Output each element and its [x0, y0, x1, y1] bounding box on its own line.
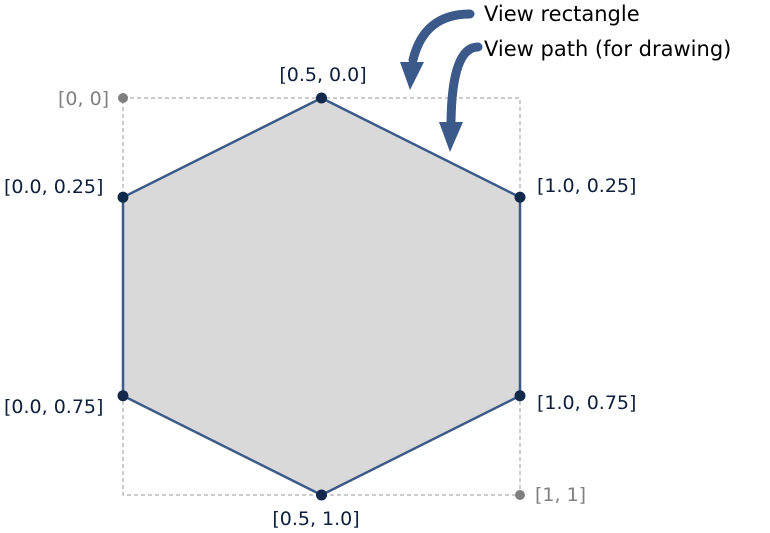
- vertex-label-top-left: [0.0, 0.25]: [4, 176, 103, 198]
- vertex-dot-2: [514, 390, 526, 402]
- vertex-label-bottom-right: [1.0, 0.75]: [537, 392, 636, 414]
- view-path-label: View path (for drawing): [484, 37, 731, 61]
- vertex-dot-4: [117, 390, 129, 402]
- corner-dot-top-left: [118, 93, 128, 103]
- vertex-dot-5: [117, 191, 129, 203]
- view-rectangle-label: View rectangle: [484, 2, 640, 26]
- corner-dot-bottom-right: [515, 490, 525, 500]
- arrow-to-view-path: [439, 42, 483, 152]
- vertex-label-top: [0.5, 0.0]: [279, 64, 366, 86]
- corner-label-top-left: [0, 0]: [58, 88, 109, 110]
- vertex-dot-3: [316, 489, 327, 501]
- vertex-label-top-right: [1.0, 0.25]: [537, 175, 636, 197]
- corner-label-bottom-right: [1, 1]: [535, 484, 586, 506]
- vertex-label-bottom-left: [0.0, 0.75]: [4, 396, 103, 418]
- vertex-dots: [117, 92, 526, 501]
- vertex-label-bottom: [0.5, 1.0]: [272, 508, 359, 530]
- vertex-dot-0: [316, 92, 327, 104]
- vertex-dot-1: [514, 191, 526, 203]
- hexagon-view-path: [121, 96, 522, 497]
- arrow-to-view-rectangle: [400, 9, 475, 90]
